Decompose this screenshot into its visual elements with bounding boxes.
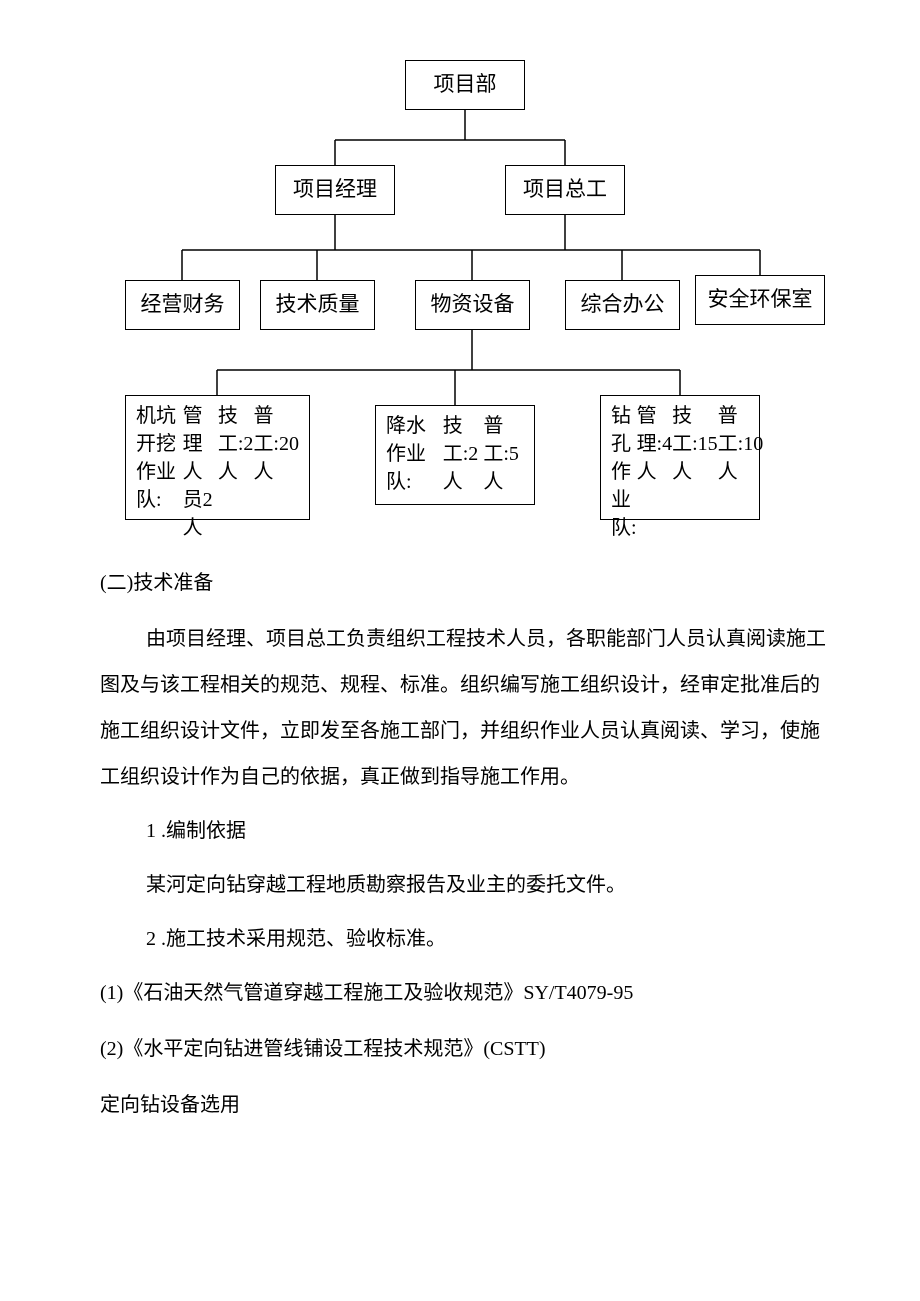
reference-item: (2)《水平定向钻进管线铺设工程技术规范》(CSTT) <box>100 1026 830 1072</box>
node-label: 技术质量 <box>276 290 360 319</box>
node-team-drilling: 钻孔作业队:管理:4人技工:15人普工:10人 <box>600 395 760 520</box>
node-label: 经营财务 <box>141 290 225 319</box>
node-label: 安全环保室 <box>708 285 813 314</box>
list-item: 2 .施工技术采用规范、验收标准。 <box>100 916 830 962</box>
node-chief-engineer: 项目总工 <box>505 165 625 215</box>
node-label: 物资设备 <box>431 290 515 319</box>
node-dept-finance: 经营财务 <box>125 280 240 330</box>
node-root: 项目部 <box>405 60 525 110</box>
node-dept-materials: 物资设备 <box>415 280 530 330</box>
section-heading: (二)技术准备 <box>100 560 830 606</box>
paragraph: 由项目经理、项目总工负责组织工程技术人员，各职能部门人员认真阅读施工图及与该工程… <box>100 616 830 800</box>
org-chart: 项目部 项目经理 项目总工 经营财务 技术质量 物资设备 综合办公 安全环保室 … <box>105 60 825 530</box>
node-label: 综合办公 <box>581 290 665 319</box>
document-body: (二)技术准备 由项目经理、项目总工负责组织工程技术人员，各职能部门人员认真阅读… <box>100 560 830 1128</box>
reference-item: 定向钻设备选用 <box>100 1082 830 1128</box>
node-team-excavation: 机坑开挖作业队:管理人员2人技工:2人普工:20人 <box>125 395 310 520</box>
list-item: 1 .编制依据 <box>100 808 830 854</box>
node-label: 项目经理 <box>293 175 377 204</box>
list-item: 某河定向钻穿越工程地质勘察报告及业主的委托文件。 <box>100 862 830 908</box>
reference-item: (1)《石油天然气管道穿越工程施工及验收规范》SY/T4079-95 <box>100 970 830 1016</box>
node-team-dewatering: 降水作业队:技工:2人普工:5人 <box>375 405 535 505</box>
node-label: 项目部 <box>434 70 497 99</box>
node-dept-tech: 技术质量 <box>260 280 375 330</box>
node-manager: 项目经理 <box>275 165 395 215</box>
node-dept-safety: 安全环保室 <box>695 275 825 325</box>
node-label: 项目总工 <box>523 175 607 204</box>
node-dept-office: 综合办公 <box>565 280 680 330</box>
